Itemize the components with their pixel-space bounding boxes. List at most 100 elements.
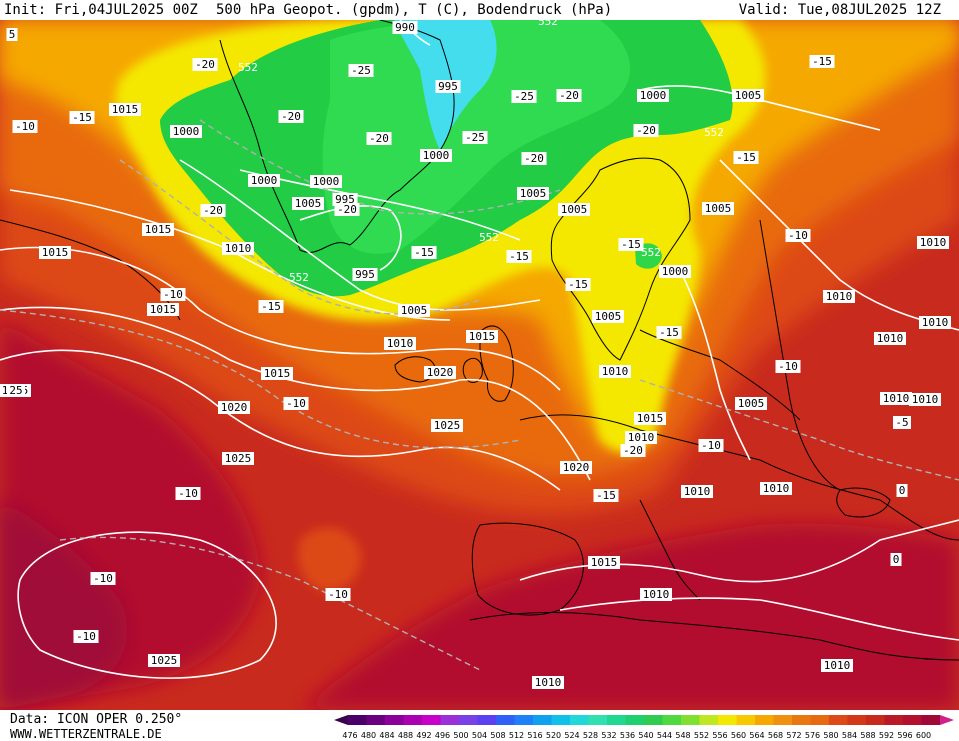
legend-swatch	[773, 715, 792, 725]
legend-swatch	[792, 715, 811, 725]
legend-tick-label: 588	[860, 731, 875, 740]
legend-swatch	[570, 715, 589, 725]
isobar-label-box	[109, 103, 141, 116]
legend-tick-label: 552	[694, 731, 709, 740]
isobar-label: 1020	[221, 401, 248, 414]
isotherm-label-box	[556, 89, 582, 102]
isobar-label: 1015	[591, 556, 618, 569]
isobar-label: 1005	[561, 203, 588, 216]
isobar-label-box	[874, 332, 906, 345]
isobar-label-box	[261, 367, 293, 380]
isotherm-label-box	[258, 300, 284, 313]
isotherm-label-box	[200, 204, 226, 217]
isotherm-label: -15	[812, 55, 832, 68]
isotherm-label-box	[775, 360, 801, 373]
legend-swatch	[496, 715, 515, 725]
legend-swatch	[755, 715, 774, 725]
isobar-label-box	[637, 89, 669, 102]
legend-tick-label: 556	[712, 731, 727, 740]
isotherm-label: -20	[559, 89, 579, 102]
field-dark-red-south	[300, 523, 959, 710]
isobar-label: 1025	[434, 419, 461, 432]
legend-tick-label: 568	[768, 731, 783, 740]
legend-tick-label: 576	[805, 731, 820, 740]
isotherm-label-box	[73, 630, 99, 643]
isobar-label: 1010	[824, 659, 851, 672]
isotherm-label: -15	[72, 111, 92, 124]
isobar-label: 1010	[628, 431, 655, 444]
legend-swatch	[607, 715, 626, 725]
isobar-label: 1000	[662, 265, 689, 278]
field-red-orange-atlantic	[298, 527, 361, 591]
legend-swatch	[366, 715, 385, 725]
isobar-label-box	[909, 393, 941, 406]
legend-swatch	[718, 715, 737, 725]
legend-tick-label: 536	[620, 731, 635, 740]
isobar-label: 990	[395, 21, 415, 34]
isobar-label-box	[218, 401, 250, 414]
isotherm-label-box	[411, 246, 437, 259]
legend-tick-label: 592	[879, 731, 894, 740]
isotherm-label: -10	[93, 572, 113, 585]
isobar-label: 1010	[922, 316, 949, 329]
isotherm-label: -20	[524, 152, 544, 165]
isotherm-label: -15	[509, 250, 529, 263]
isotherm-label: -15	[736, 151, 756, 164]
legend-tick-label: 476	[342, 731, 357, 740]
temperature-labels: -25 -25 -25 -20 -20 -20 -20 -20 -20 -20 -20 -20 -15 -…	[12, 55, 911, 643]
legend-tick-label: 544	[657, 731, 672, 740]
coast-uk	[479, 325, 514, 402]
isotherm-minus10-east	[639, 379, 959, 481]
legend-swatch	[551, 715, 570, 725]
geopotential-label: 552	[704, 126, 724, 139]
legend-swatch	[736, 715, 755, 725]
isotherm-label: -20	[369, 132, 389, 145]
data-source: Data: ICON OPER 0.250°	[10, 712, 183, 727]
isobar-label: 1010	[684, 485, 711, 498]
isobar-label: 1015	[112, 103, 139, 116]
isotherm-label: -10	[701, 439, 721, 452]
isobar-label-box	[222, 452, 254, 465]
isotherm-label-box	[90, 572, 116, 585]
legend-tick-label: 564	[749, 731, 764, 740]
chart-header: Init: Fri,04JUL2025 00Z 500 hPa Geopot. …	[0, 0, 959, 20]
legend-tick-label: 528	[583, 731, 598, 740]
isobar-label-box	[599, 365, 631, 378]
isotherm-label: -25	[465, 131, 485, 144]
isobar-label: 1025	[151, 654, 178, 667]
isotherm-minus10-a	[0, 309, 521, 449]
legend-tick-label: 484	[379, 731, 394, 740]
coast-scandinavia	[550, 157, 691, 361]
edge-labels: 5 25	[6, 28, 25, 397]
isotherm-label: 0	[899, 484, 906, 497]
isobar-label-box	[248, 174, 280, 187]
isobar-label-box	[532, 676, 564, 689]
isotherm-label-box	[809, 55, 835, 68]
legend-tick-label: 540	[638, 731, 653, 740]
isotherm-label: -10	[788, 229, 808, 242]
isobar-label: 1025	[225, 452, 252, 465]
isotherm-label: -20	[195, 58, 215, 71]
isotherm-label-box	[334, 203, 360, 216]
isotherm-label: -15	[621, 238, 641, 251]
isotherm-label: -10	[286, 397, 306, 410]
isobar-label-box	[431, 419, 463, 432]
isotherm-label-box	[893, 416, 911, 429]
isotherm-label-box	[12, 120, 38, 133]
isobar-label: 1005	[295, 197, 322, 210]
legend-swatch	[866, 715, 885, 725]
legend-tick-label: 580	[823, 731, 838, 740]
edge-label-box	[6, 28, 18, 41]
isotherm-label: -20	[623, 444, 643, 457]
legend-arrow-right	[940, 715, 954, 725]
isotherm-label-box	[620, 444, 646, 457]
legend-swatch	[588, 715, 607, 725]
chart-title: 500 hPa Geopot. (gpdm), T (C), Bodendruc…	[216, 2, 613, 18]
isobar-label: 1010	[535, 676, 562, 689]
legend-tick-label: 596	[897, 731, 912, 740]
isotherm-label-box	[366, 132, 392, 145]
isobar-label: 995	[438, 80, 458, 93]
legend-swatch	[681, 715, 700, 725]
isotherm-label-box	[348, 64, 374, 77]
coast-greenland	[219, 20, 455, 253]
